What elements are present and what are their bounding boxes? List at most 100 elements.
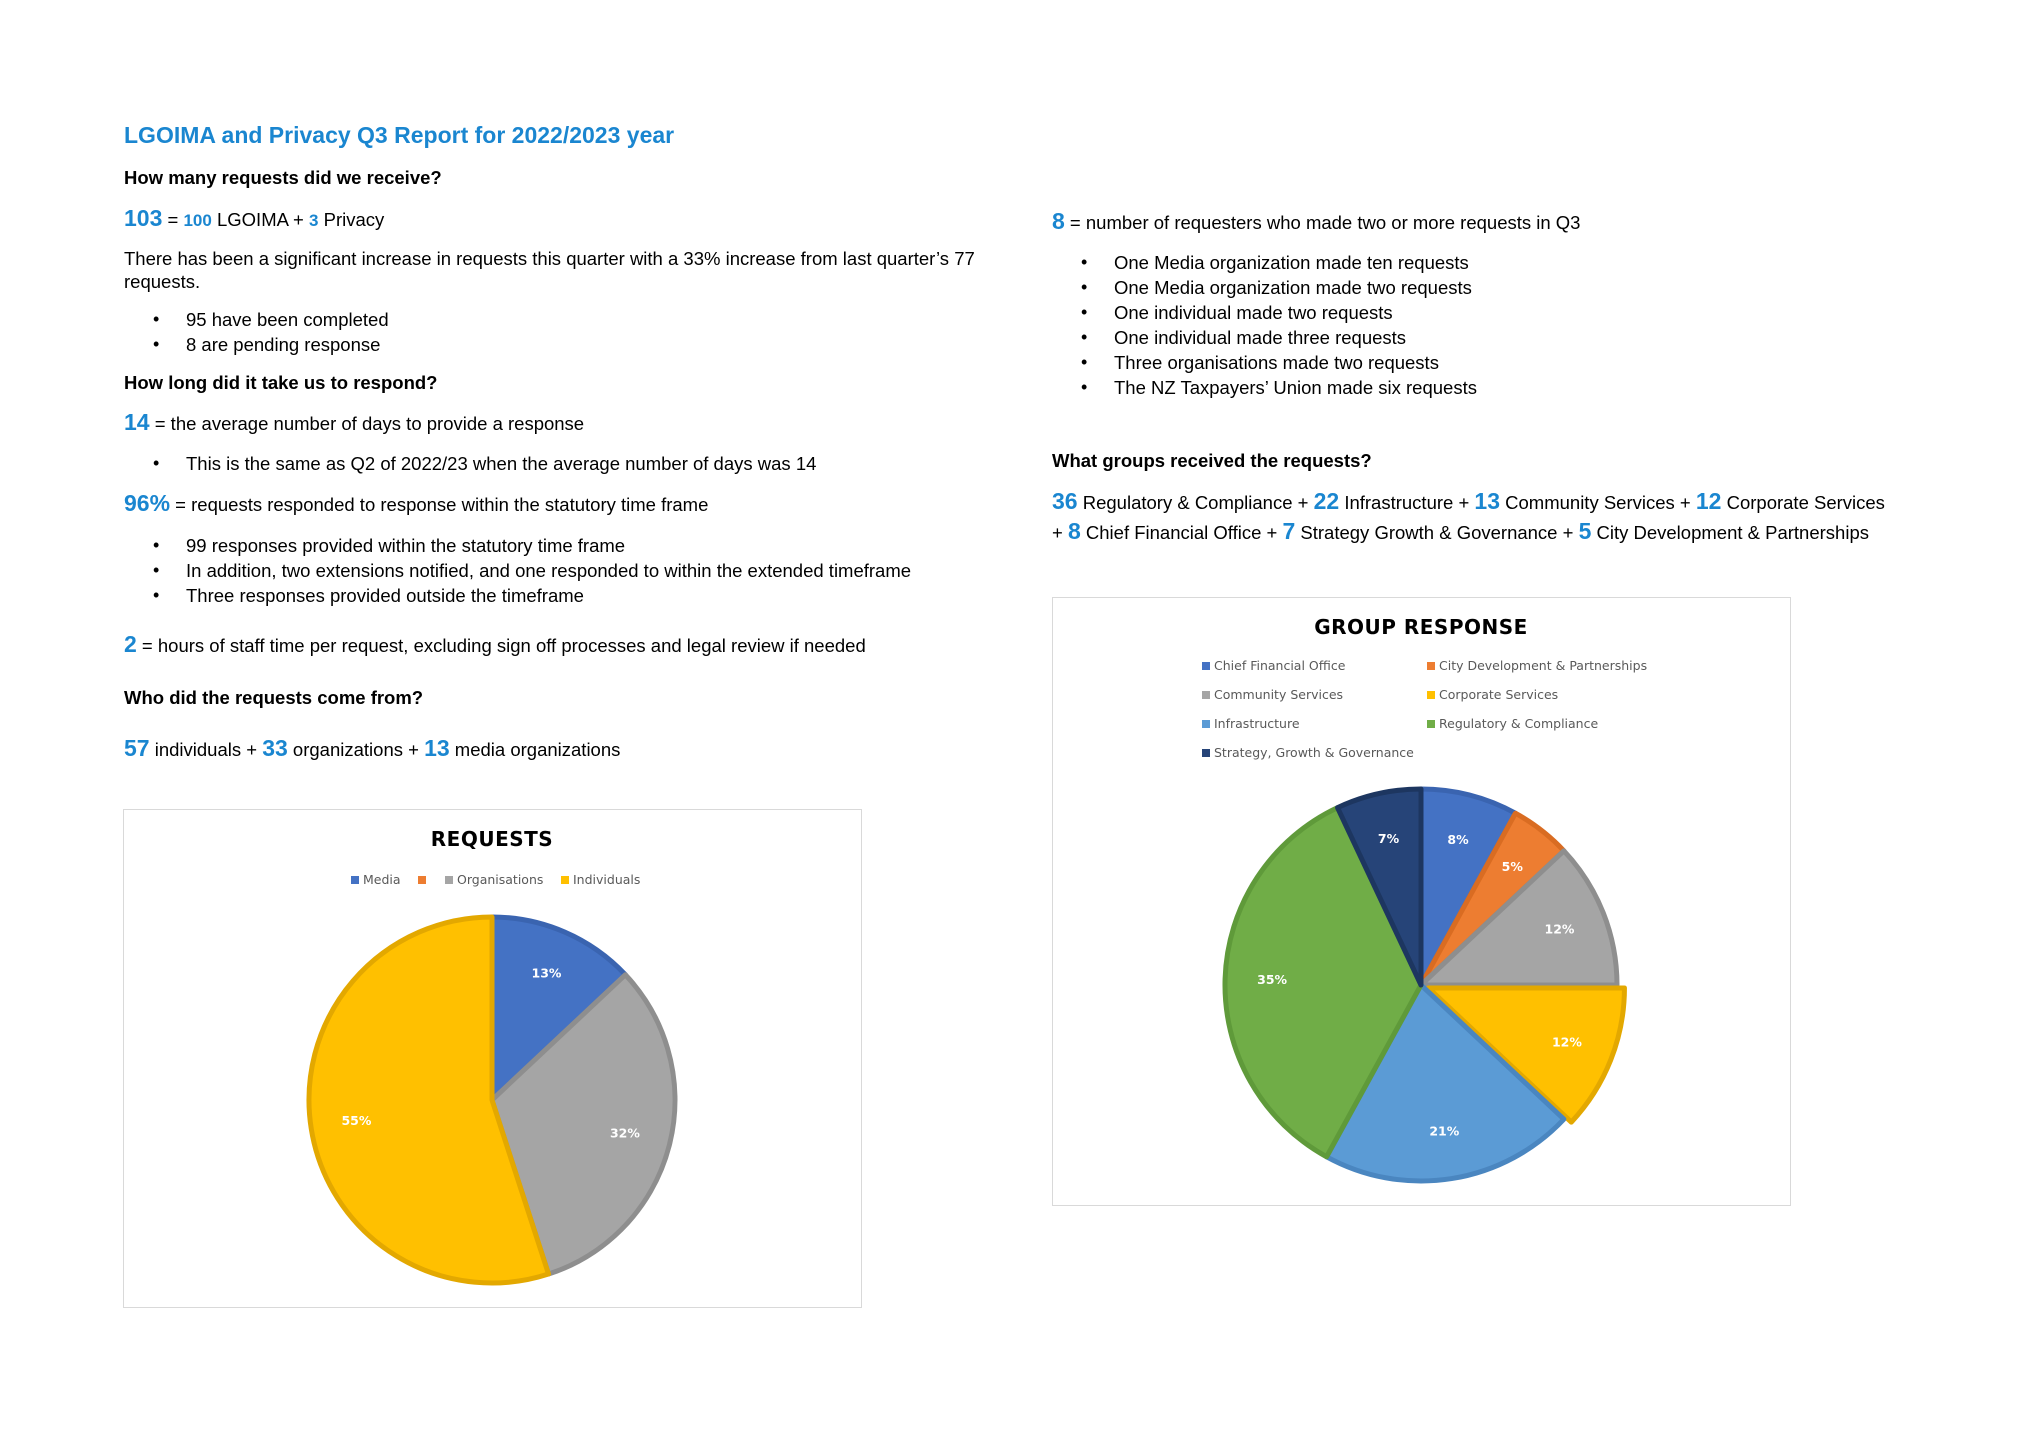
pie-slice bbox=[306, 914, 552, 1286]
legend-swatch bbox=[561, 876, 569, 884]
legend-label: Infrastructure bbox=[1214, 716, 1300, 731]
list-item: This is the same as Q2 of 2022/23 when t… bbox=[124, 451, 816, 476]
legend-label: Regulatory & Compliance bbox=[1439, 716, 1598, 731]
slice-label: 12% bbox=[1545, 922, 1575, 937]
privacy-label: Privacy bbox=[318, 209, 385, 230]
legend-label: Strategy, Growth & Governance bbox=[1214, 745, 1414, 760]
legend-swatch bbox=[445, 876, 453, 884]
slice-label: 12% bbox=[1552, 1034, 1582, 1049]
average-days-number: 14 bbox=[124, 409, 150, 435]
media-text: media organizations bbox=[449, 739, 621, 760]
list-item: One individual made three requests bbox=[1052, 325, 1477, 350]
legend-swatch bbox=[1202, 720, 1210, 728]
cfo-text: Chief Financial Office + bbox=[1080, 522, 1283, 543]
legend-swatch bbox=[418, 876, 426, 884]
pie-slice bbox=[1418, 848, 1620, 988]
pie-slice bbox=[1335, 786, 1424, 988]
list-item: The NZ Taxpayers’ Union made six request… bbox=[1052, 375, 1477, 400]
legend-label: Organisations bbox=[457, 872, 543, 887]
average-days-bullet-list: This is the same as Q2 of 2022/23 when t… bbox=[124, 451, 816, 476]
list-item: One Media organization made two requests bbox=[1052, 275, 1477, 300]
organizations-text: organizations + bbox=[287, 739, 425, 760]
chart-title: GROUP RESPONSE bbox=[1314, 615, 1528, 639]
pie-slice bbox=[489, 914, 628, 1103]
list-item: One individual made two requests bbox=[1052, 300, 1477, 325]
completion-bullet-list: 95 have been completed 8 are pending res… bbox=[124, 307, 389, 357]
groups-breakdown-line-2: + 8 Chief Financial Office + 7 Strategy … bbox=[1052, 518, 1869, 545]
repeat-requesters-text: = number of requesters who made two or m… bbox=[1064, 212, 1581, 233]
legend-label: Chief Financial Office bbox=[1214, 658, 1346, 673]
list-item: 95 have been completed bbox=[124, 307, 389, 332]
requesters-breakdown-line: 57 individuals + 33 organizations + 13 m… bbox=[124, 735, 620, 762]
requests-pie-chart: REQUESTS Media Organisations Individuals… bbox=[306, 827, 678, 1286]
cfo-number: 8 bbox=[1067, 518, 1081, 544]
legend-label: Individuals bbox=[573, 872, 640, 887]
privacy-number: 3 bbox=[309, 211, 319, 230]
lgoima-label: LGOIMA + bbox=[211, 209, 310, 230]
corporate-number: 12 bbox=[1695, 488, 1722, 514]
chart-legend: Media Organisations Individuals bbox=[351, 872, 640, 887]
legend-swatch bbox=[1202, 662, 1210, 670]
infrastructure-number: 22 bbox=[1313, 488, 1340, 514]
staff-hours-number: 2 bbox=[124, 631, 137, 657]
pie-slice bbox=[489, 972, 678, 1277]
total-requests-number: 103 bbox=[124, 205, 163, 231]
group-response-pie-chart: GROUP RESPONSE Chief Financial Office Ci… bbox=[1202, 615, 1647, 1184]
slice-label: 32% bbox=[610, 1126, 640, 1141]
staff-hours-line: 2 = hours of staff time per request, exc… bbox=[124, 631, 866, 658]
media-number: 13 bbox=[424, 735, 450, 761]
legend-label: Media bbox=[363, 872, 401, 887]
section-heading-requests-received: How many requests did we receive? bbox=[124, 167, 442, 188]
slice-label: 7% bbox=[1378, 831, 1400, 846]
slice-label: 55% bbox=[341, 1113, 371, 1128]
community-number: 13 bbox=[1474, 488, 1500, 514]
organizations-number: 33 bbox=[262, 735, 288, 761]
pie-slice bbox=[1222, 805, 1424, 1160]
legend-label: City Development & Partnerships bbox=[1439, 658, 1647, 673]
statutory-percent-number: 96% bbox=[124, 490, 171, 516]
legend-swatch bbox=[1427, 662, 1435, 670]
section-heading-requesters: Who did the requests come from? bbox=[124, 687, 424, 708]
average-days-text: = the average number of days to provide … bbox=[149, 413, 585, 434]
slice-label: 5% bbox=[1502, 859, 1524, 874]
repeat-requesters-bullet-list: One Media organization made ten requests… bbox=[1052, 250, 1477, 400]
strategy-text: Strategy Growth & Governance + bbox=[1295, 522, 1579, 543]
pie-slice bbox=[1324, 982, 1567, 1184]
legend-swatch bbox=[351, 876, 359, 884]
slice-label: 21% bbox=[1429, 1124, 1459, 1139]
list-item: 8 are pending response bbox=[124, 332, 389, 357]
pie-slices: 13% 32% 55% bbox=[306, 914, 678, 1286]
plus-prefix: + bbox=[1052, 522, 1068, 543]
repeat-requesters-number: 8 bbox=[1052, 208, 1065, 234]
list-item: One Media organization made ten requests bbox=[1052, 250, 1477, 275]
legend-swatch bbox=[1202, 691, 1210, 699]
requests-chart-frame: REQUESTS Media Organisations Individuals… bbox=[123, 809, 862, 1308]
staff-hours-text: = hours of staff time per request, exclu… bbox=[136, 635, 866, 656]
group-response-chart-frame: GROUP RESPONSE Chief Financial Office Ci… bbox=[1052, 597, 1791, 1206]
individuals-text: individuals + bbox=[149, 739, 263, 760]
slice-label: 35% bbox=[1257, 972, 1287, 987]
regulatory-number: 36 bbox=[1052, 488, 1078, 514]
strategy-number: 7 bbox=[1282, 518, 1296, 544]
legend-label: Community Services bbox=[1214, 687, 1343, 702]
chart-legend: Chief Financial Office City Development … bbox=[1202, 658, 1647, 760]
groups-breakdown-line-1: 36 Regulatory & Compliance + 22 Infrastr… bbox=[1052, 488, 1885, 515]
legend-swatch bbox=[1427, 691, 1435, 699]
legend-swatch bbox=[1427, 720, 1435, 728]
section-heading-response-time: How long did it take us to respond? bbox=[124, 372, 438, 393]
individuals-number: 57 bbox=[124, 735, 150, 761]
page-title: LGOIMA and Privacy Q3 Report for 2022/20… bbox=[124, 122, 675, 148]
pie-slice bbox=[1425, 985, 1627, 1125]
corporate-text: Corporate Services bbox=[1721, 492, 1885, 513]
list-item: In addition, two extensions notified, an… bbox=[124, 558, 911, 583]
repeat-requesters-line: 8 = number of requesters who made two or… bbox=[1052, 208, 1580, 235]
legend-swatch bbox=[1202, 749, 1210, 757]
statutory-bullet-list: 99 responses provided within the statuto… bbox=[124, 533, 911, 608]
community-text: Community Services + bbox=[1500, 492, 1696, 513]
list-item: 99 responses provided within the statuto… bbox=[124, 533, 911, 558]
section-heading-groups: What groups received the requests? bbox=[1052, 450, 1372, 471]
lgoima-number: 100 bbox=[183, 211, 212, 230]
slice-label: 8% bbox=[1447, 832, 1469, 847]
pie-slices: 8% 5% 12% 12% 21% 35% 7% bbox=[1222, 786, 1627, 1184]
city-dev-text: City Development & Partnerships bbox=[1591, 522, 1869, 543]
